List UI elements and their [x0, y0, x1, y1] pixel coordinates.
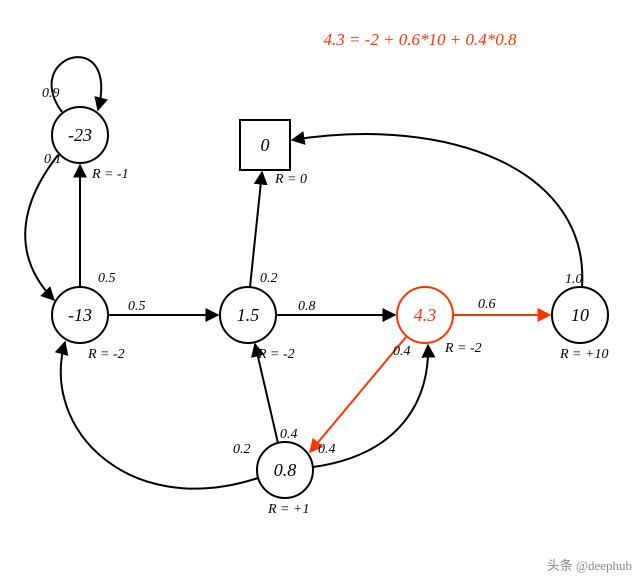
node-43: 4.3 [397, 287, 453, 343]
prob-04c: 0.4 [318, 442, 336, 457]
node-m23-label: -23 [68, 125, 92, 145]
reward-15: R = -2 [257, 347, 295, 362]
prob-10: 1.0 [565, 272, 583, 287]
node-43-label: 4.3 [414, 305, 437, 325]
prob-02b: 0.2 [233, 442, 251, 457]
prob-08a: 0.8 [298, 299, 316, 314]
node-15: 1.5 [220, 287, 276, 343]
edge-15-0 [250, 172, 262, 287]
node-m13-label: -13 [68, 305, 92, 325]
reward-m13: R = -2 [87, 347, 125, 362]
prob-01: 0.1 [44, 152, 62, 167]
reward-08: R = +1 [267, 502, 309, 517]
prob-02a: 0.2 [260, 271, 278, 286]
state-diagram: 4.3 = -2 + 0.6*10 + 0.4*0.8 -23 0 -13 1.… [0, 0, 640, 580]
edge-08-m13 [61, 342, 258, 489]
node-08-label: 0.8 [274, 460, 297, 480]
prob-05b: 0.5 [128, 299, 146, 314]
watermark: 头条 @deephub [547, 558, 632, 573]
prob-06: 0.6 [478, 297, 496, 312]
prob-09: 0.9 [42, 86, 60, 101]
node-10-label: 10 [571, 305, 589, 325]
edge-m23-m13 [25, 155, 58, 300]
node-10: 10 [552, 287, 608, 343]
reward-0: R = 0 [274, 172, 307, 187]
prob-04a: 0.4 [393, 344, 411, 359]
node-08: 0.8 [257, 442, 313, 498]
prob-04b: 0.4 [280, 427, 298, 442]
edge-self-m23 [52, 57, 102, 112]
reward-m23: R = -1 [91, 167, 129, 182]
reward-10: R = +10 [559, 347, 608, 362]
node-15-label: 1.5 [237, 305, 260, 325]
node-0-label: 0 [261, 135, 270, 155]
equation-text: 4.3 = -2 + 0.6*10 + 0.4*0.8 [323, 30, 517, 49]
prob-05a: 0.5 [98, 271, 116, 286]
node-m13: -13 [52, 287, 108, 343]
edge-10-0 [292, 134, 582, 287]
reward-43: R = -2 [444, 341, 482, 356]
node-0: 0 [240, 120, 290, 170]
